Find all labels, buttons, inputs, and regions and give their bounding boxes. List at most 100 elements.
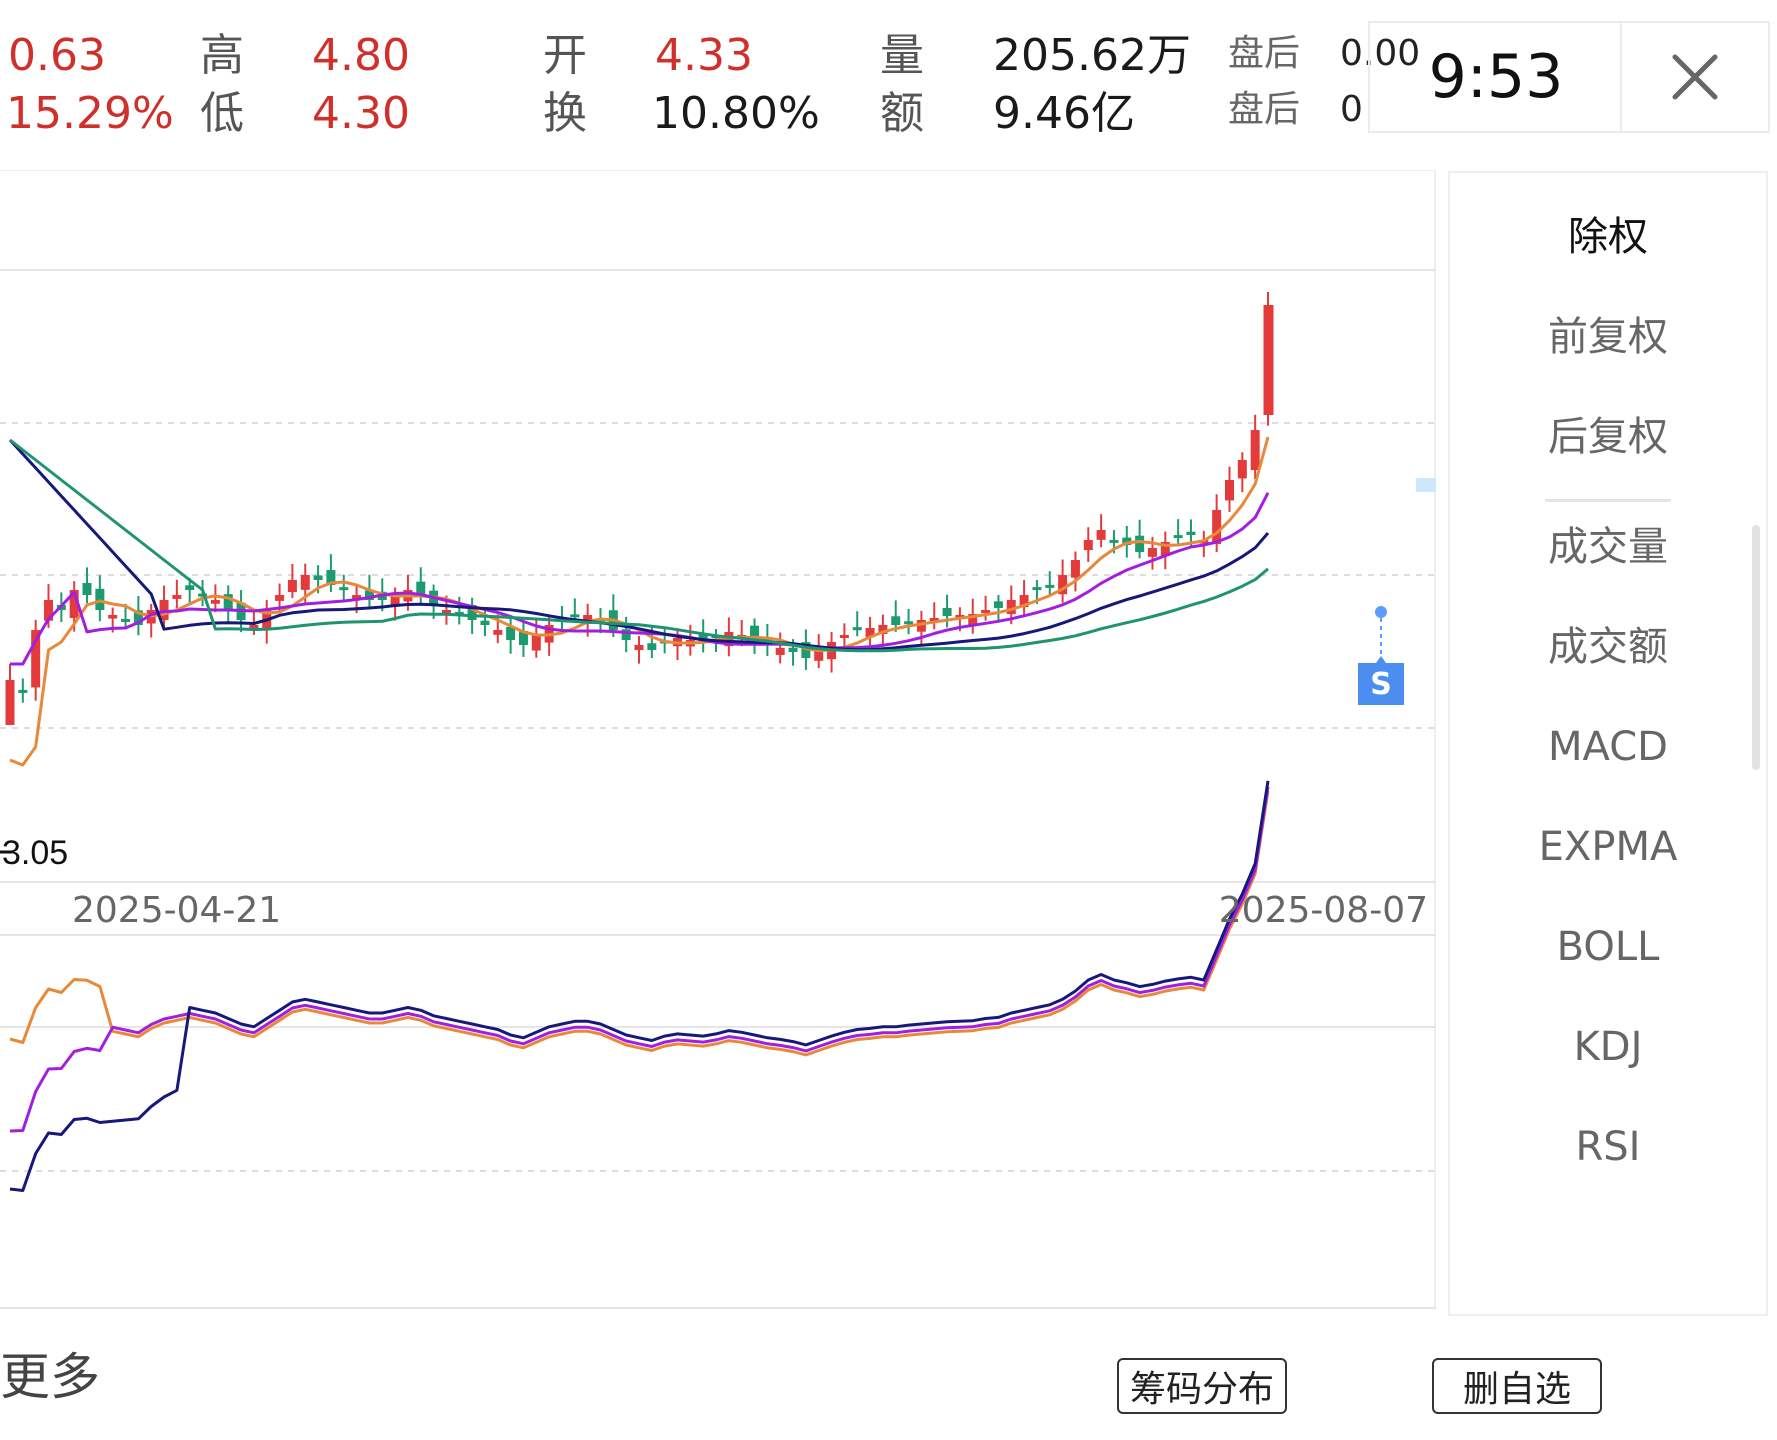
after-hours-value-2: 0 (1340, 89, 1363, 130)
turnover-value: 10.80% (652, 88, 820, 139)
moving-average-lines (8, 436, 1270, 767)
candle-body (326, 570, 336, 585)
candle-body (839, 635, 849, 638)
candle-body (493, 630, 503, 635)
candle-body (441, 610, 451, 615)
amount-label: 额 (880, 88, 924, 139)
candle-body (1237, 460, 1247, 479)
time-text: 9:53 (1428, 42, 1564, 112)
volume-label: 量 (880, 30, 924, 81)
turnover-label: 换 (543, 88, 587, 139)
candle-body (210, 600, 220, 604)
candle-body (82, 583, 92, 595)
price-change: 0.63 (8, 30, 106, 81)
candle-body (621, 629, 631, 640)
candle-body (1109, 539, 1119, 543)
candle-body (133, 610, 143, 625)
close-icon (1672, 54, 1718, 100)
candle-body (852, 627, 862, 631)
candle-body (364, 590, 374, 600)
indicator-line-2 (9, 786, 1270, 1133)
candle-body (95, 588, 105, 610)
candle-body (1045, 584, 1055, 588)
candle-body (1263, 305, 1274, 415)
sidebar-divider (1545, 499, 1671, 502)
candle-body (1160, 542, 1170, 557)
candle-body (1070, 560, 1080, 578)
candle-body (390, 595, 400, 607)
sidebar-item-expma[interactable]: EXPMA (1538, 824, 1678, 870)
indicator-lines (9, 780, 1270, 1192)
candle-body (69, 590, 79, 618)
candle-body (1019, 595, 1029, 608)
candle-body (416, 581, 426, 595)
candle-body (698, 633, 708, 642)
candle-body (634, 645, 644, 650)
candle-body (865, 628, 875, 638)
sidebar-scrollbar[interactable] (1752, 525, 1760, 770)
close-button[interactable] (1620, 21, 1770, 133)
candle-body (531, 635, 541, 651)
candle-body (1083, 540, 1093, 551)
candle-body (916, 620, 926, 632)
sidebar-item-boll[interactable]: BOLL (1556, 924, 1660, 970)
kline-chart-svg[interactable]: 3.05 2025-04-21 2025-08-07 S (0, 169, 1436, 1310)
sidebar-item-amount[interactable]: 成交额 (1548, 624, 1668, 670)
chip-distribution-button[interactable]: 筹码分布 (1117, 1358, 1287, 1414)
candle-body (108, 615, 118, 619)
low-label: 低 (200, 88, 244, 139)
signal-badge-text: S (1370, 667, 1392, 702)
candle-body (185, 585, 195, 590)
sidebar-item-volume[interactable]: 成交量 (1548, 524, 1668, 570)
candle-body (1058, 575, 1068, 595)
candle-body (518, 631, 528, 645)
sidebar-item-backward-adjusted[interactable]: 后复权 (1548, 414, 1668, 460)
candle-body (506, 626, 516, 640)
sidebar-item-kdj[interactable]: KDJ (1573, 1024, 1643, 1070)
quote-header: 0.63 15.29% 高 4.80 低 4.30 开 4.33 换 10.80… (0, 0, 1777, 170)
candle-body (467, 605, 477, 620)
date-start-label: 2025-04-21 (72, 890, 281, 931)
candle-body (891, 616, 901, 625)
candle-body (993, 601, 1003, 608)
candle-body (904, 621, 914, 625)
chip-distribution-label: 筹码分布 (1129, 1369, 1274, 1410)
sidebar-item-ex-rights[interactable]: 除权 (1568, 214, 1648, 260)
sidebar-item-rsi[interactable]: RSI (1575, 1124, 1641, 1170)
low-value: 4.30 (312, 88, 410, 139)
candle-body (1250, 430, 1260, 470)
sidebar-item-forward-adjusted[interactable]: 前复权 (1548, 314, 1668, 360)
high-label: 高 (200, 30, 244, 81)
candle-body (5, 680, 15, 725)
signal-dot (1375, 606, 1387, 618)
candle-body (955, 615, 965, 618)
high-value: 4.80 (312, 30, 410, 81)
candle-body (981, 610, 991, 613)
candle-body (198, 593, 208, 597)
candle-body (352, 595, 362, 600)
kline-chart-area[interactable]: 3.05 2025-04-21 2025-08-07 S (0, 169, 1436, 1310)
candle-body (1147, 548, 1157, 557)
open-value: 4.33 (655, 30, 753, 81)
candle-body (313, 575, 323, 580)
remove-watchlist-label: 删自选 (1462, 1369, 1571, 1410)
candle-body (929, 618, 939, 622)
candle-body (814, 650, 824, 661)
after-hours-label-1: 盘后 (1228, 33, 1301, 74)
candle-body (583, 615, 593, 624)
candle-body (223, 594, 233, 610)
remove-watchlist-button[interactable]: 删自选 (1432, 1358, 1602, 1414)
volume-value: 205.62万 (993, 30, 1191, 81)
ma20-line (8, 438, 1270, 652)
signal-badge[interactable] (1358, 656, 1404, 705)
candle-body (1006, 600, 1016, 615)
candle-body (878, 625, 888, 634)
more-button[interactable]: 更多 (0, 1348, 100, 1406)
last-price-highlight (1416, 478, 1436, 492)
sidebar-item-macd[interactable]: MACD (1548, 724, 1668, 770)
candle-body (1122, 537, 1132, 545)
candle-body (1173, 535, 1183, 539)
indicator-sidebar: 除权 前复权 后复权 成交量 成交额 MACD EXPMA BOLL KDJ R… (1448, 171, 1768, 1316)
candle-body (275, 595, 285, 601)
candle-body (172, 595, 182, 599)
